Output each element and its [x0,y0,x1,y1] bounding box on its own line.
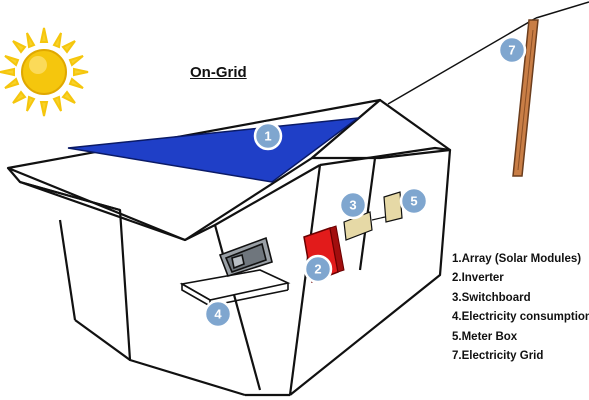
electricity-consumption [179,236,291,308]
legend-item-consumption: 4.Electricity consumption [452,311,589,324]
solar-array [67,116,361,183]
badge-4: 4 [203,299,233,329]
sun-icon [0,27,89,117]
badge-label: 7 [508,43,515,58]
page-title: On-Grid [190,64,247,81]
badge-2: 2 [303,254,333,284]
legend-item-switchboard: 3.Switchboard [452,291,531,304]
utility-pole [387,1,589,177]
legend-item-array: 1.Array (Solar Modules) [452,253,582,265]
badge-label: 4 [214,307,222,322]
legend-item-meter-box: 5.Meter Box [452,330,518,343]
badge-3: 3 [338,190,368,220]
badge-label: 3 [349,198,356,213]
legend-item-grid: 7.Electricity Grid [452,350,544,363]
meter-box [383,191,403,223]
badge-7: 7 [497,35,527,65]
badge-1: 1 [253,121,283,151]
badge-label: 5 [410,194,417,209]
badge-label: 1 [264,129,271,144]
badges: 1 2 3 4 5 7 [203,35,527,329]
legend: 1.Array (Solar Modules) 2.Inverter 3.Swi… [452,250,589,366]
badge-label: 2 [314,262,321,277]
badge-5: 5 [399,186,429,216]
legend-item-inverter: 2.Inverter [452,272,504,285]
